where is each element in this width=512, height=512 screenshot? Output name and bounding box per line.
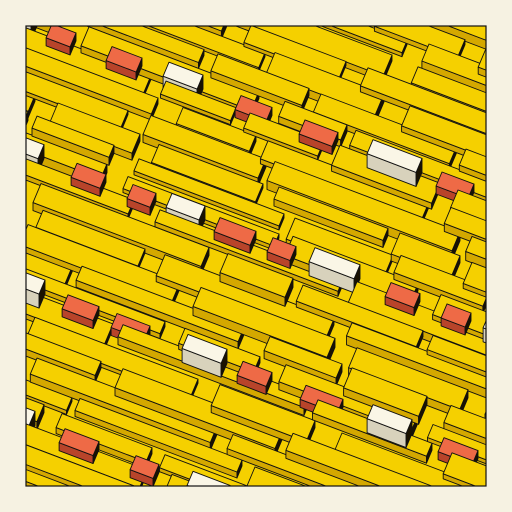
yellow-bar-top [101,26,205,63]
yellow-bar-top [462,261,486,293]
cream-block-top [366,404,413,435]
yellow-bar-top [26,47,159,115]
yellow-bar-top [359,67,486,135]
yellow-bar-top [449,189,486,223]
yellow-bar-top [263,336,343,379]
cream-block-top [162,61,204,90]
yellow-bar-top [175,107,257,152]
yellow-bar-top [295,284,424,348]
yellow-bar-top [160,80,237,122]
red-block-top [298,119,339,147]
cream-block-top [482,319,486,330]
yellow-bar-top [26,379,73,411]
frame-border [25,25,487,487]
yellow-bar-top [31,115,115,158]
yellow-bar-side [458,164,486,182]
yellow-bar-top [458,148,486,176]
red-block-top [126,184,157,208]
yellow-bar-side [426,349,486,378]
yellow-bar-top [219,253,294,298]
yellow-bar-top [74,397,243,473]
cream-block-top [165,192,206,221]
red-block-top [129,455,160,479]
yellow-bar-top [330,26,408,54]
yellow-bar-top [443,404,486,439]
yellow-bar-top [192,286,336,358]
red-block-top [105,46,143,73]
red-block-top [58,428,100,457]
red-block-top [61,294,100,322]
red-block-top [266,237,297,261]
yellow-bar-side [465,250,486,269]
red-block-top [384,282,421,309]
yellow-bar-top [266,161,461,252]
cream-block-top [181,333,228,364]
yellow-bar-top [159,454,249,486]
yellow-bar-top [343,367,428,417]
red-block-top [440,303,472,328]
yellow-bar-top [410,66,486,112]
yellow-bar-top [447,26,486,41]
red-block-top [45,26,77,48]
red-block-top [213,217,257,246]
yellow-bar-top [26,332,102,376]
red-block-top [70,162,107,189]
cream-block-top [26,137,45,160]
yellow-bar-top [147,26,266,69]
red-block-top [236,360,273,387]
cream-block-top [186,470,231,486]
yellow-bar-top [273,186,389,241]
yellow-bar-top [285,432,433,486]
cream-block-side [482,327,486,344]
yellow-bar-top [393,254,486,307]
yellow-bar-top [26,444,135,486]
cream-block-top [366,139,423,173]
yellow-bar-top [142,114,267,179]
yellow-bar-top [465,235,486,260]
yellow-bar-top [246,466,307,486]
yellow-bar-top [32,183,210,267]
yellow-bar-top [49,102,141,154]
yellow-bar-top [443,206,486,240]
yellow-bar-top [442,452,486,486]
yellow-bar-top [75,265,245,343]
yellow-bar-top [150,143,264,203]
yellow-bar-side [462,282,486,298]
yellow-bar-side [421,60,486,95]
yellow-bar-top [206,26,224,32]
yellow-bar-top [401,105,486,159]
yellow-bar-top [243,112,325,157]
yellow-bar-top [477,47,486,71]
cream-block-top [26,272,46,295]
yellow-bar-top [426,335,486,373]
yellow-bar-top [133,158,285,227]
yellow-bar-top [421,43,486,86]
yellow-bar-top [210,53,310,106]
yellow-bar-top [26,268,166,335]
cream-block-top [308,247,361,280]
